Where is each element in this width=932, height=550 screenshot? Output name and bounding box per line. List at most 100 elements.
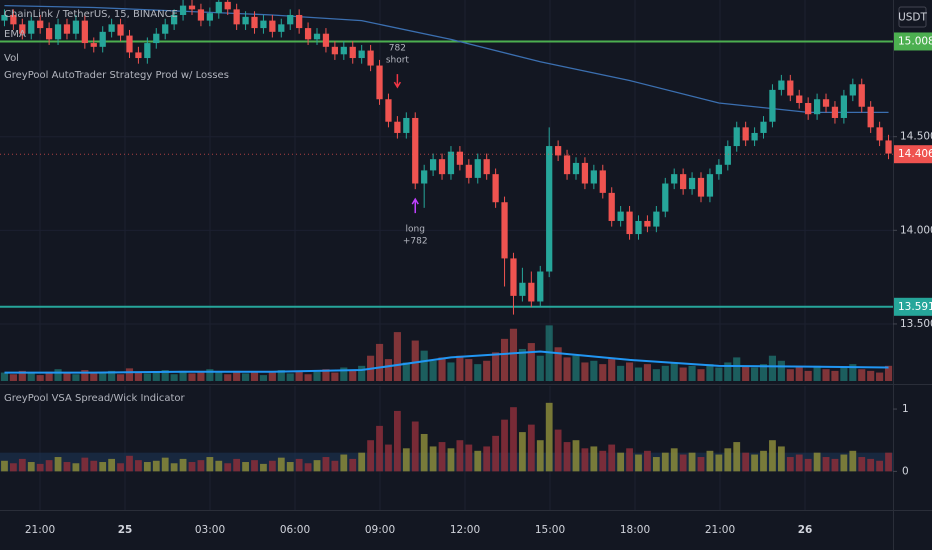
level-label-box <box>894 297 932 316</box>
spread-bar <box>152 460 160 472</box>
candle-body <box>99 31 106 47</box>
candle-body <box>429 159 437 171</box>
volume-bar <box>581 362 589 381</box>
candle-body <box>537 271 544 302</box>
volume-bar <box>849 364 857 381</box>
spread-bar <box>545 402 553 472</box>
spread-bar <box>108 458 116 472</box>
spread-bar <box>215 460 223 472</box>
axes: 14.5000 14.0000 13.5000 21:00 25 03:00 06:00 09… <box>25 32 932 536</box>
x-tick-label: 21:00 <box>25 524 55 536</box>
candle-body <box>394 121 401 133</box>
volume-bar <box>277 370 285 381</box>
spread-bar <box>188 462 196 472</box>
candle-body <box>885 140 892 154</box>
volume-bar <box>465 359 473 381</box>
candle-body <box>876 127 883 141</box>
signal-arrow <box>393 74 402 89</box>
spread-bar <box>599 450 607 472</box>
indicator-band <box>0 452 893 472</box>
volume-bar <box>777 360 785 381</box>
volume-bar <box>876 372 884 381</box>
volume-bar <box>447 362 455 381</box>
spread-bar <box>840 454 848 472</box>
volume-bar <box>768 355 777 381</box>
volume-bar <box>715 367 723 381</box>
volume-bar <box>99 373 107 381</box>
candle-body <box>867 106 874 128</box>
volume-bar <box>331 372 339 381</box>
volume-bar <box>242 373 250 381</box>
volume-bar <box>152 372 160 381</box>
volume-bar <box>751 367 759 381</box>
volume-bar <box>688 365 696 381</box>
signal-amount: +782 <box>403 237 428 247</box>
spread-bar <box>358 452 366 472</box>
candle-body <box>269 20 276 32</box>
candle-body <box>563 155 571 175</box>
x-tick-label: 03:00 <box>195 524 225 536</box>
x-tick-label: 06:00 <box>280 524 310 536</box>
spread-bar <box>161 457 169 472</box>
volume-bar <box>206 369 214 381</box>
volume-bar <box>402 362 410 381</box>
candle-body <box>81 20 88 44</box>
volume-bar <box>563 357 571 381</box>
spread-bar <box>36 463 44 472</box>
x-tick-label: 21:00 <box>705 524 735 536</box>
level-label-box <box>894 32 932 51</box>
spread-bar <box>742 452 750 472</box>
candle-body <box>90 43 97 47</box>
candle-body <box>769 89 776 122</box>
spread-bar <box>10 463 17 472</box>
spread-bar <box>242 462 249 472</box>
spread-bar <box>644 450 651 472</box>
volume-bar <box>143 373 151 381</box>
candle-body <box>599 170 606 193</box>
candle-body <box>162 24 169 34</box>
spread-bar <box>635 454 642 472</box>
spread-bar <box>268 460 276 472</box>
candle-body <box>474 159 481 178</box>
volume-bar <box>9 374 17 381</box>
candle-body <box>37 20 44 29</box>
volume-bar <box>572 355 580 381</box>
candle-body <box>626 211 633 235</box>
candle-body <box>671 174 678 184</box>
candle-body <box>10 14 17 25</box>
candle-body <box>296 14 303 29</box>
candle-body <box>590 170 597 184</box>
spread-bar <box>1 460 8 472</box>
candle-body <box>787 80 794 96</box>
candle-body <box>697 177 705 197</box>
candle-body <box>421 170 428 184</box>
candle-body <box>715 164 722 175</box>
volume-bar <box>804 370 812 381</box>
candle-body <box>546 146 553 272</box>
x-tick-label: 12:00 <box>450 524 480 536</box>
spread-bar <box>626 448 633 472</box>
currency-box[interactable] <box>898 6 927 28</box>
candle-body <box>680 174 687 190</box>
last-price-label: 14.4065 <box>898 148 932 160</box>
candle-body <box>608 192 615 221</box>
candle-body <box>153 33 160 44</box>
spread-bar <box>527 424 535 472</box>
spread-bar <box>617 452 625 472</box>
spread-bar <box>143 462 151 472</box>
x-tick-label: 15:00 <box>535 524 565 536</box>
signal-label: long <box>406 225 425 235</box>
volume-bar <box>661 365 669 381</box>
volume-bar <box>590 360 598 381</box>
candle-body <box>644 220 651 227</box>
candle-body <box>331 46 339 55</box>
spread-bar <box>777 446 785 472</box>
spread-bar <box>206 457 214 472</box>
volume-bar <box>625 362 634 381</box>
indicator-legend: GreyPool VSA Spread/Wick Indicator <box>4 393 186 404</box>
volume-bar <box>286 373 294 381</box>
candle-body <box>126 35 133 53</box>
candle-body <box>831 106 839 118</box>
spread-bar <box>519 432 526 472</box>
